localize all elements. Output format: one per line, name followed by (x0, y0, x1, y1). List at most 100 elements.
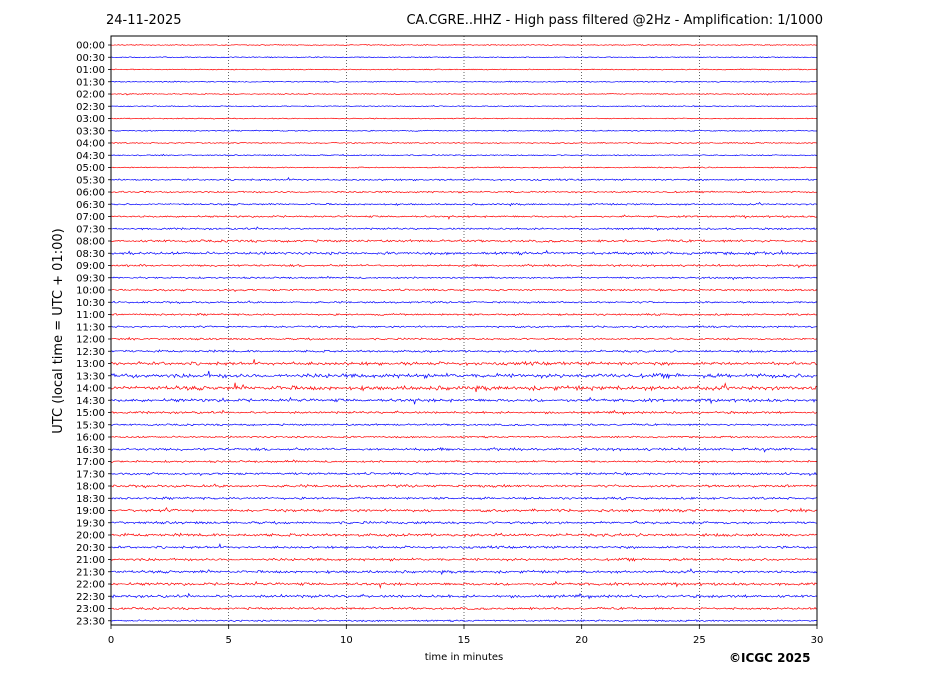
trace-1600 (110, 435, 818, 439)
y-tick-label: 19:30 (76, 518, 105, 529)
y-tick-label: 14:30 (76, 396, 105, 407)
y-tick-label: 02:00 (76, 90, 105, 101)
y-tick-label: 16:00 (76, 433, 105, 444)
y-tick-label: 01:30 (76, 77, 105, 88)
trace-2330 (110, 619, 818, 623)
trace-1130 (110, 325, 818, 329)
y-tick-label: 05:30 (76, 175, 105, 186)
y-tick-label: 01:00 (76, 65, 105, 76)
x-tick-label: 30 (811, 635, 824, 646)
y-tick-label: 21:30 (76, 567, 105, 578)
copyright-notice: ©ICGC 2025 (729, 651, 811, 665)
trace-1530 (110, 423, 818, 427)
y-tick-label: 12:30 (76, 347, 105, 358)
x-tick-label: 5 (225, 635, 231, 646)
trace-0630 (110, 201, 818, 207)
y-tick-label: 17:30 (76, 469, 105, 480)
trace-2130 (110, 568, 818, 576)
x-ticks: 0 5 10 15 20 25 30 (108, 625, 824, 646)
header-date: 24-11-2025 (106, 13, 182, 28)
trace-2200 (110, 580, 818, 590)
y-tick-label: 06:30 (76, 200, 105, 211)
trace-1500 (110, 409, 818, 416)
y-tick-label: 07:30 (76, 224, 105, 235)
y-tick-label: 04:00 (76, 139, 105, 150)
y-tick-label: 21:00 (76, 555, 105, 566)
y-tick-label: 06:00 (76, 188, 105, 199)
x-axis-label: time in minutes (425, 652, 504, 663)
trace-2000 (110, 532, 818, 538)
trace-0130 (110, 80, 818, 83)
trace-0800 (110, 239, 818, 243)
trace-2230 (110, 592, 818, 600)
y-tick-label: 03:30 (76, 126, 105, 137)
trace-0000 (110, 44, 818, 47)
trace-0100 (110, 68, 818, 71)
trace-1700 (110, 459, 818, 465)
trace-2100 (110, 557, 818, 562)
y-tick-label: 13:30 (76, 371, 105, 382)
trace-1400 (110, 382, 818, 393)
y-tick-label: 17:00 (76, 457, 105, 468)
y-tick-label: 04:30 (76, 151, 105, 162)
y-tick-label: 05:00 (76, 163, 105, 174)
trace-0330 (110, 129, 818, 132)
y-tick-label: 18:30 (76, 494, 105, 505)
y-tick-label: 13:00 (76, 359, 105, 370)
trace-0700 (110, 214, 818, 220)
y-tick-label: 15:30 (76, 420, 105, 431)
trace-0530 (110, 176, 818, 182)
trace-0900 (110, 263, 818, 269)
trace-1800 (110, 483, 818, 489)
trace-1330 (110, 370, 818, 380)
trace-1930 (110, 520, 818, 525)
y-tick-label: 22:00 (76, 580, 105, 591)
trace-0930 (110, 275, 818, 281)
x-tick-label: 0 (108, 635, 114, 646)
y-tick-label: 08:00 (76, 237, 105, 248)
trace-1830 (110, 496, 818, 501)
x-tick-label: 15 (458, 635, 471, 646)
y-tick-label: 10:00 (76, 286, 105, 297)
trace-2300 (110, 606, 818, 611)
trace-0730 (110, 226, 818, 232)
y-tick-label: 03:00 (76, 114, 105, 125)
trace-0500 (110, 166, 818, 169)
y-tick-label: 07:00 (76, 212, 105, 223)
y-tick-label: 02:30 (76, 102, 105, 113)
y-tick-label: 11:00 (76, 310, 105, 321)
y-tick-label: 10:30 (76, 298, 105, 309)
y-axis-label: UTC (local time = UTC + 01:00) (51, 228, 66, 433)
trace-1900 (110, 506, 818, 513)
trace-0400 (110, 142, 818, 145)
y-tick-label: 19:00 (76, 506, 105, 517)
y-tick-label: 12:00 (76, 335, 105, 346)
trace-2030 (110, 543, 818, 550)
y-tick-label: 23:30 (76, 616, 105, 627)
x-tick-label: 25 (693, 635, 706, 646)
y-tick-label: 20:00 (76, 531, 105, 542)
y-tick-label: 09:30 (76, 273, 105, 284)
trace-0830 (110, 249, 818, 256)
trace-1000 (110, 288, 818, 292)
trace-1230 (110, 349, 818, 354)
chart-title: CA.CGRE..HHZ - High pass filtered @2Hz -… (406, 13, 823, 28)
y-tick-label: 14:00 (76, 384, 105, 395)
y-tick-label: 09:00 (76, 261, 105, 272)
trace-0230 (110, 105, 818, 108)
x-tick-label: 20 (575, 635, 588, 646)
y-tick-label: 23:00 (76, 604, 105, 615)
trace-0600 (110, 190, 818, 194)
trace-1730 (110, 471, 818, 477)
trace-1030 (110, 300, 818, 305)
grid-lines (228, 36, 700, 625)
trace-1430 (110, 396, 818, 405)
y-tick-label: 11:30 (76, 322, 105, 333)
y-tick-label: 00:30 (76, 53, 105, 64)
trace-0200 (110, 93, 818, 96)
x-tick-label: 10 (340, 635, 353, 646)
y-tick-label: 00:00 (76, 41, 105, 52)
trace-1300 (110, 359, 818, 367)
